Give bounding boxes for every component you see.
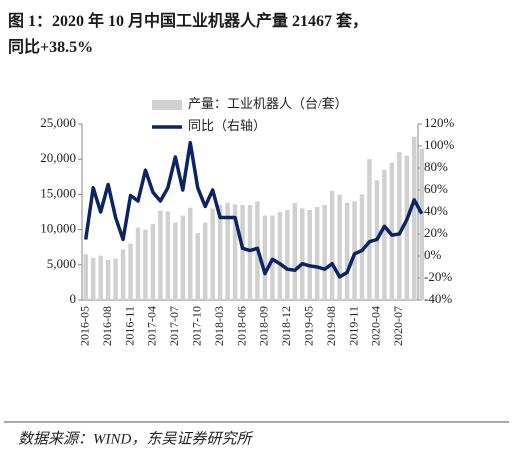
y-tick-label: 0 [70,291,77,306]
x-tick-label: 2017-04 [145,306,159,346]
bar [217,204,223,300]
y-tick-label: 15,000 [40,185,76,200]
bar [135,227,141,300]
x-tick-label: 2017-07 [167,306,181,346]
bar [120,249,126,300]
legend-swatch [152,100,182,110]
x-tick-label: 2019-08 [324,306,338,346]
bar [307,209,312,300]
bar [83,254,88,300]
bar [225,202,230,300]
bar [188,207,193,300]
y2-tick-label: -40% [424,291,452,306]
bar [180,215,186,300]
x-tick-label: 2019-05 [301,306,315,346]
bar [113,258,118,300]
y2-tick-label: 60% [424,181,448,196]
y2-tick-label: 20% [424,225,448,240]
bar [232,204,238,300]
y2-tick-label: 80% [424,159,448,174]
x-tick-label: 2018-12 [279,306,293,346]
y-tick-label: 20,000 [40,150,76,165]
chart-title: 图 1：2020 年 10 月中国工业机器人产量 21467 套，同比+38.5… [8,11,368,56]
x-tick-label: 2016-11 [122,306,136,346]
bar [337,194,342,300]
x-tick-label: 2019-11 [346,306,360,346]
y2-tick-label: 40% [424,203,448,218]
bar [389,162,395,300]
x-tick-label: 2018-03 [212,306,226,346]
bar [322,204,327,300]
x-tick-label: 2018-09 [257,306,271,346]
bar [150,223,156,300]
bar [165,211,171,300]
source: 数据来源：WIND，东吴证券研究所 [18,430,253,447]
bar [277,212,283,300]
y-tick-label: 10,000 [40,221,76,236]
bar [247,204,253,300]
bar [329,190,335,300]
x-tick-label: 2017-10 [189,306,203,346]
line [84,140,424,279]
legend-label: 产量：工业机器人（台/套） [188,96,348,111]
bar [210,208,215,300]
bar [412,136,417,300]
bar [158,210,163,300]
legend-label: 同比（右轴） [188,118,266,133]
bar [128,243,133,300]
y2-tick-label: 100% [424,137,455,152]
x-tick-label: 2020-04 [369,306,383,346]
x-tick-label: 2016-08 [100,306,114,346]
bar [344,202,350,300]
y2-tick-label: -20% [424,269,452,284]
bar [367,159,372,300]
bar [98,255,103,300]
bar [314,207,320,300]
bar [397,152,402,300]
bar [382,169,387,300]
bar [352,201,357,300]
bar [90,257,96,300]
x-tick-label: 2018-06 [234,306,248,346]
bar [173,222,178,300]
bar [240,204,245,300]
bar [262,215,268,300]
bar [292,202,298,300]
x-tick-label: 2016-05 [77,306,91,346]
x-tick-label: 2020-07 [391,306,405,346]
bar [202,222,208,300]
bar [195,233,200,300]
y2-tick-label: 0% [424,247,442,262]
bar [285,209,290,300]
bar [143,229,148,300]
y2-tick-label: 120% [424,115,455,130]
bar [300,208,305,300]
y-tick-label: 25,000 [40,115,76,130]
bar [359,194,365,300]
bar [419,148,424,300]
y-tick-label: 5,000 [47,256,76,271]
bar [105,259,111,300]
bar [404,155,410,300]
